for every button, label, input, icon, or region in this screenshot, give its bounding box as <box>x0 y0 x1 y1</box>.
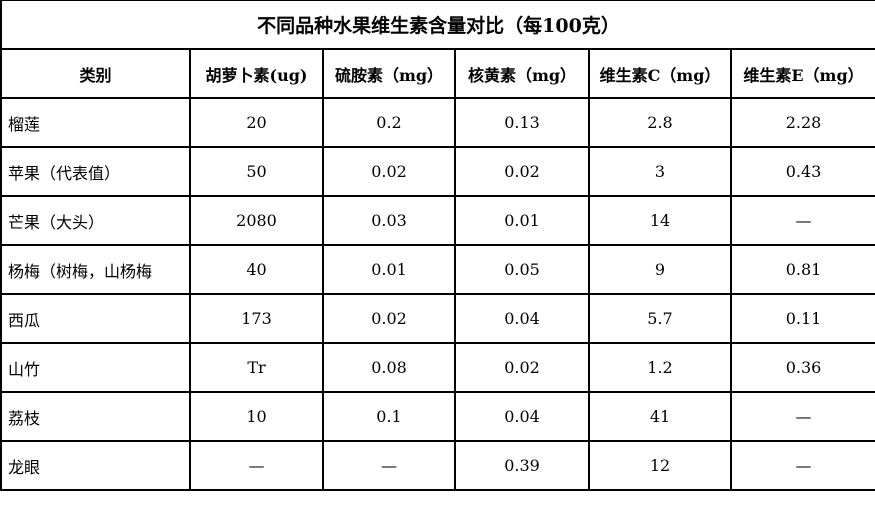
value-cell: 0.04 <box>454 293 590 344</box>
value-cell: 12 <box>588 440 732 491</box>
value-cell: 0.43 <box>729 146 875 197</box>
value-cell: 0.01 <box>322 244 456 295</box>
value-cell: 9 <box>588 244 732 295</box>
table-row: 荔枝 10 0.1 0.04 41— <box>0 391 875 442</box>
value-cell: Tr <box>189 342 324 393</box>
value-cell: — <box>729 440 875 491</box>
value-cell: 0.02 <box>322 293 456 344</box>
fruit-name-cell: 苹果（代表值） <box>0 146 191 197</box>
value-cell: 0.2 <box>322 97 456 148</box>
value-cell: 0.11 <box>729 293 875 344</box>
value-cell: — <box>189 440 324 491</box>
value-cell: 0.02 <box>454 146 590 197</box>
value-cell: 10 <box>189 391 324 442</box>
value-cell: 0.13 <box>454 97 590 148</box>
fruit-name-cell: 西瓜 <box>0 293 191 344</box>
value-cell: — <box>729 391 875 442</box>
column-header: 硫胺素（mg） <box>322 48 456 99</box>
column-header: 核黄素（mg） <box>454 48 590 99</box>
header-row: 类别 胡萝卜素(ug) 硫胺素（mg） 核黄素（mg） 维生素C（mg） 维生素E（mg） <box>0 48 875 99</box>
column-header: 维生素C（mg） <box>588 48 732 99</box>
value-cell: 20 <box>189 97 324 148</box>
table-row: 芒果（大头） 2080 0.03 0.01 14— <box>0 195 875 246</box>
value-cell: — <box>322 440 456 491</box>
value-cell: 40 <box>189 244 324 295</box>
table-row: 榴莲 20 0.2 0.13 2.8 2.28 <box>0 97 875 148</box>
fruit-name-cell: 龙眼 <box>0 440 191 491</box>
fruit-name-cell: 山竹 <box>0 342 191 393</box>
table-title: 不同品种水果维生素含量对比（每100克） <box>0 0 875 50</box>
table-row: 西瓜 173 0.02 0.04 5.7 0.11 <box>0 293 875 344</box>
value-cell: 0.03 <box>322 195 456 246</box>
value-cell: 41 <box>588 391 732 442</box>
value-cell: 5.7 <box>588 293 732 344</box>
value-cell: 14 <box>588 195 732 246</box>
table-row: 苹果（代表值） 50 0.02 0.02 3 0.43 <box>0 146 875 197</box>
value-cell: 0.39 <box>454 440 590 491</box>
fruit-name-cell: 荔枝 <box>0 391 191 442</box>
value-cell: — <box>729 195 875 246</box>
value-cell: 173 <box>189 293 324 344</box>
value-cell: 0.02 <box>322 146 456 197</box>
table-row: 龙眼 — —0.39 12— <box>0 440 875 491</box>
value-cell: 3 <box>588 146 732 197</box>
value-cell: 50 <box>189 146 324 197</box>
value-cell: 0.02 <box>454 342 590 393</box>
fruit-name-cell: 杨梅（树梅，山杨梅 <box>0 244 191 295</box>
table-row: 山竹 Tr 0.08 0.02 1.2 0.36 <box>0 342 875 393</box>
fruit-name-cell: 芒果（大头） <box>0 195 191 246</box>
value-cell: 0.81 <box>729 244 875 295</box>
value-cell: 0.01 <box>454 195 590 246</box>
fruit-name-cell: 榴莲 <box>0 97 191 148</box>
value-cell: 2.28 <box>729 97 875 148</box>
column-header: 胡萝卜素(ug) <box>189 48 324 99</box>
nutrition-table: 不同品种水果维生素含量对比（每100克） 类别 胡萝卜素(ug) 硫胺素（mg） 核黄… <box>0 0 875 491</box>
column-header: 维生素E（mg） <box>729 48 875 99</box>
value-cell: 1.2 <box>588 342 732 393</box>
value-cell: 2080 <box>189 195 324 246</box>
value-cell: 0.36 <box>729 342 875 393</box>
value-cell: 2.8 <box>588 97 732 148</box>
value-cell: 0.1 <box>322 391 456 442</box>
value-cell: 0.05 <box>454 244 590 295</box>
value-cell: 0.04 <box>454 391 590 442</box>
value-cell: 0.08 <box>322 342 456 393</box>
column-header: 类别 <box>0 48 191 99</box>
table-body: 榴莲 20 0.2 0.13 2.8 2.28 苹果（代表值） 50 0.02 0.02 3 0.43… <box>0 97 875 491</box>
table-row: 杨梅（树梅，山杨梅 40 0.01 0.05 9 0.81 <box>0 244 875 295</box>
